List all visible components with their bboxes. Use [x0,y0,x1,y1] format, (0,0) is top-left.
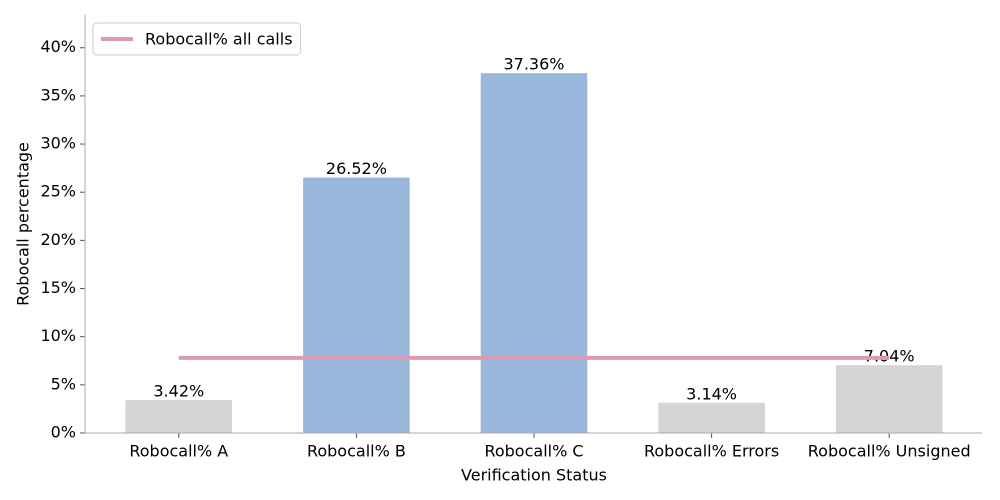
bar [835,365,943,433]
value-label: 26.52% [326,159,387,178]
bar [303,177,410,433]
x-tick-label: Robocall% B [307,442,406,461]
y-tick-label: 40% [40,37,76,56]
x-tick-label: Robocall% Errors [644,442,779,461]
legend [92,22,302,56]
value-label: 3.42% [153,382,204,401]
y-tick-label: 30% [40,134,76,153]
bar [658,402,765,433]
y-tick-label: 35% [40,85,76,104]
bar [125,400,233,433]
bar [480,73,588,433]
y-tick-label: 0% [51,423,76,442]
y-tick-label: 20% [40,230,76,249]
x-axis-label: Verification Status [461,466,607,485]
x-tick-label: Robocall% A [129,442,228,461]
y-tick-label: 15% [40,278,76,297]
y-tick-label: 10% [40,326,76,345]
value-label: 3.14% [686,384,737,403]
y-tick-label: 25% [40,182,76,201]
x-tick-label: Robocall% C [484,442,583,461]
value-label: 37.36% [503,55,564,74]
y-tick-label: 5% [51,374,76,393]
x-tick-label: Robocall% Unsigned [808,442,971,461]
legend-label: Robocall% all calls [145,30,293,49]
y-axis-label: Robocall percentage [14,142,33,306]
